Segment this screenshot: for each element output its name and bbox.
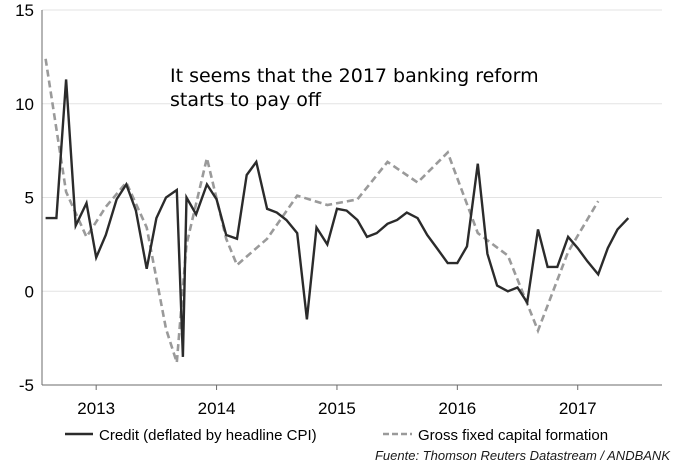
y-tick-labels: 15 10 5 0 -5	[15, 1, 34, 395]
y-tick-label: -5	[19, 376, 34, 395]
y-tick-label: 0	[25, 282, 34, 301]
y-tick-label: 15	[15, 1, 34, 20]
x-tick-label: 2016	[438, 399, 476, 418]
y-tick-label: 10	[15, 95, 34, 114]
series-line-credit	[45, 79, 630, 357]
series	[44, 58, 630, 363]
x-tick-label: 2017	[559, 399, 597, 418]
x-tick-label: 2014	[198, 399, 236, 418]
series-line-gfcf	[44, 58, 600, 363]
legend: Credit (deflated by headline CPI) Gross …	[65, 427, 608, 444]
annotation-line-1: It seems that the 2017 banking reform	[170, 65, 539, 87]
gridlines	[42, 9, 662, 292]
legend-label-gfcf: Gross fixed capital formation	[418, 427, 608, 444]
x-tick-labels: 2013 2014 2015 2016 2017	[77, 385, 597, 418]
x-tick-label: 2013	[77, 399, 115, 418]
axes	[41, 10, 662, 386]
legend-label-credit: Credit (deflated by headline CPI)	[99, 427, 317, 444]
y-tick-label: 5	[25, 189, 34, 208]
source-note: Fuente: Thomson Reuters Datastream / AND…	[375, 448, 671, 463]
x-tick-label: 2015	[318, 399, 356, 418]
annotation-line-2: starts to pay off	[170, 89, 322, 111]
